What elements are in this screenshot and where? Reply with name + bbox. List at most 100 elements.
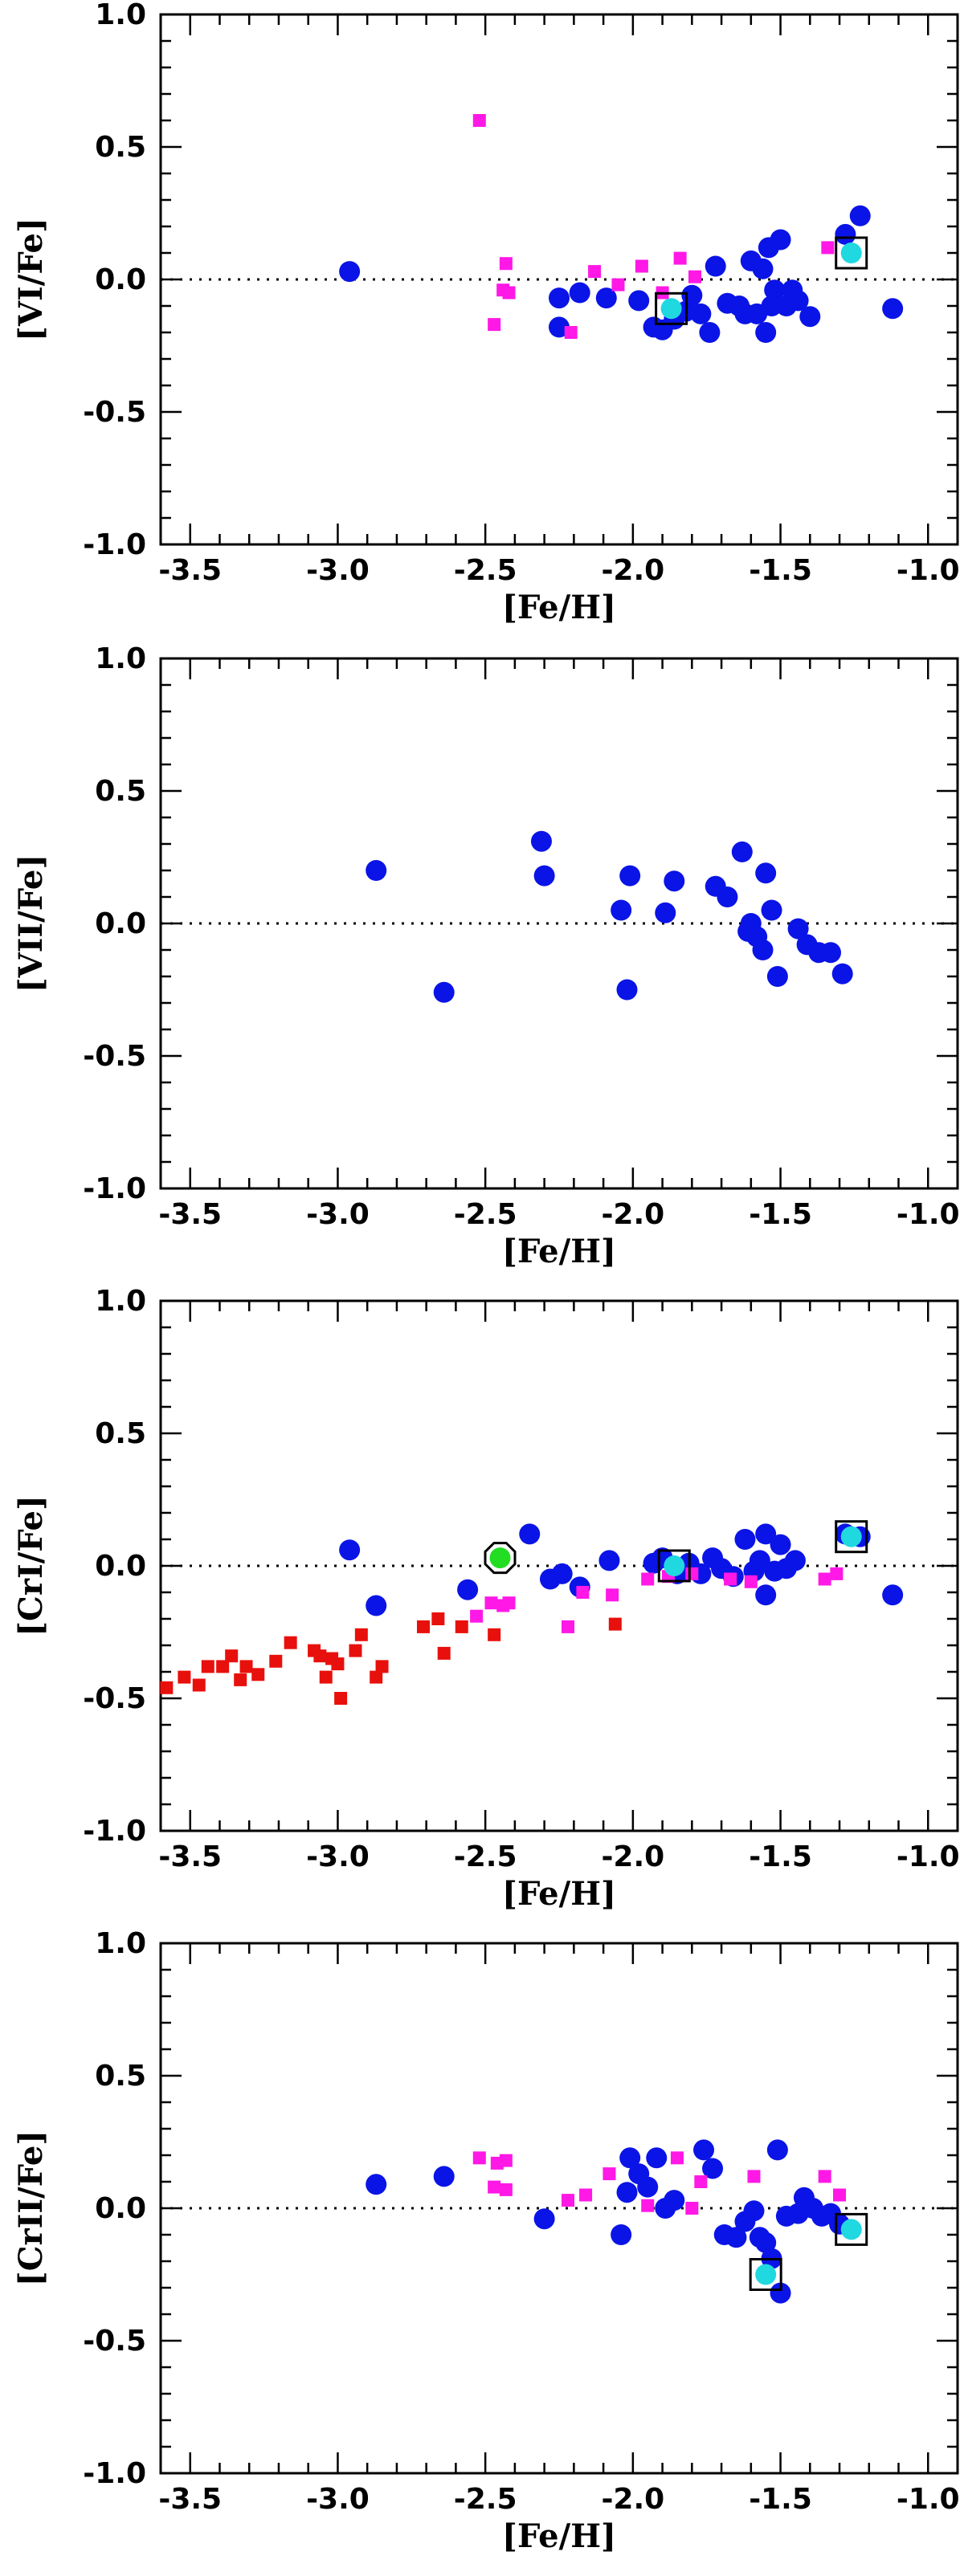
data-point (681, 284, 703, 306)
x-tick-label: -3.0 (306, 2483, 370, 2516)
data-point (569, 282, 590, 304)
data-point (635, 259, 648, 273)
data-point (284, 1636, 297, 1649)
data-point (764, 279, 786, 301)
data-point (551, 1563, 573, 1584)
data-point (562, 1620, 575, 1633)
data-point-box (835, 1520, 868, 1554)
data-point (201, 1660, 214, 1673)
data-point (849, 205, 871, 226)
y-tick-label: 1.0 (95, 1285, 146, 1318)
data-point (502, 1596, 516, 1610)
series-small-square (160, 1612, 622, 1705)
data-point (818, 2170, 831, 2183)
data-point (752, 258, 774, 279)
y-axis-label: [CrI/Fe] (12, 1495, 50, 1636)
x-axis-label: [Fe/H] (502, 589, 616, 626)
data-point (331, 1657, 345, 1671)
data-point (370, 1670, 383, 1684)
y-tick-label: -0.5 (83, 396, 146, 429)
x-tick-label: -2.0 (601, 2483, 664, 2516)
x-tick-label: -2.5 (454, 554, 517, 587)
x-axis-label: [Fe/H] (502, 1233, 616, 1270)
data-point (319, 1670, 333, 1684)
x-tick-label: -2.5 (454, 1840, 517, 1873)
x-tick-label: -2.0 (601, 1840, 664, 1873)
data-point (784, 1550, 806, 1571)
data-point (734, 1529, 756, 1550)
data-point-box (657, 1549, 691, 1583)
x-tick-label: -3.5 (158, 2483, 222, 2516)
data-point (519, 1523, 541, 1545)
data-point (588, 265, 602, 279)
y-ticks (161, 1942, 958, 2475)
y-tick-label: 0.0 (95, 2192, 146, 2225)
data-point (192, 1678, 206, 1692)
panel-3: -3.5 -3.0 -2.5 -2.0 -1.5 -1.0 1.0 0.5 0.0 -0.5 -1.… (12, 1285, 960, 1913)
data-point (655, 902, 676, 923)
data-point (831, 963, 853, 984)
y-tick-label: 0.0 (95, 1550, 146, 1583)
data-point (602, 2167, 616, 2181)
y-ticks (161, 13, 958, 546)
series-cyan-boxed (657, 1520, 868, 1583)
series-circle (339, 205, 904, 343)
x-tick-label: -3.5 (158, 1840, 222, 1873)
series-circle (366, 830, 853, 1003)
data-point (375, 1660, 389, 1673)
y-tick-label: 0.5 (95, 775, 146, 808)
data-point (216, 1660, 230, 1673)
plot-frame (159, 657, 959, 1190)
data-point (499, 257, 513, 271)
data-point (770, 229, 791, 251)
series-small-square (470, 1567, 844, 1633)
data-point (664, 870, 685, 892)
y-tick-label: -1.0 (83, 528, 146, 561)
x-tick-label: -2.0 (601, 554, 664, 587)
data-point (699, 322, 721, 343)
data-point (766, 966, 788, 987)
y-tick-label: -1.0 (83, 1172, 146, 1205)
data-point (354, 1628, 368, 1641)
data-point (339, 261, 361, 283)
data-point (840, 2219, 862, 2240)
data-point (752, 940, 774, 960)
y-tick-label: 0.5 (95, 1417, 146, 1450)
x-tick-label: -1.0 (897, 1198, 960, 1231)
data-point (433, 2166, 455, 2187)
y-tick-label: -0.5 (83, 1682, 146, 1715)
y-tick-label: -0.5 (83, 2325, 146, 2358)
data-point (755, 862, 777, 884)
data-point (717, 887, 738, 907)
data-point-box (835, 2212, 868, 2246)
data-point (755, 2264, 777, 2285)
data-point (178, 1670, 191, 1684)
data-point (749, 1550, 770, 1571)
data-point (690, 303, 712, 324)
data-point (533, 2208, 555, 2230)
data-point (416, 1620, 430, 1633)
series-cyan-boxed (655, 236, 868, 325)
y-axis-label: [VII/Fe] (12, 854, 50, 993)
data-point (688, 270, 702, 283)
data-point (349, 1644, 362, 1657)
data-point (761, 899, 782, 921)
data-point (611, 899, 632, 921)
data-point (731, 841, 753, 862)
series-circle (339, 1523, 904, 1616)
data-point (702, 2158, 724, 2179)
x-tick-label: -1.5 (749, 1840, 812, 1873)
data-point (641, 1572, 655, 1586)
panel-1: -3.5 -3.0 -2.5 -2.0 -1.5 -1.0 1.0 0.5 0.0 -0.5 -1.… (12, 0, 960, 626)
data-point (366, 2174, 387, 2195)
data-point (770, 2282, 791, 2304)
data-point (637, 2176, 659, 2198)
data-point (437, 1646, 451, 1660)
data-point (533, 865, 555, 887)
data-point (755, 1523, 777, 1545)
data-point (693, 2139, 715, 2161)
data-point (499, 2183, 513, 2196)
x-ticks (159, 1943, 959, 2473)
data-point (747, 2170, 761, 2183)
